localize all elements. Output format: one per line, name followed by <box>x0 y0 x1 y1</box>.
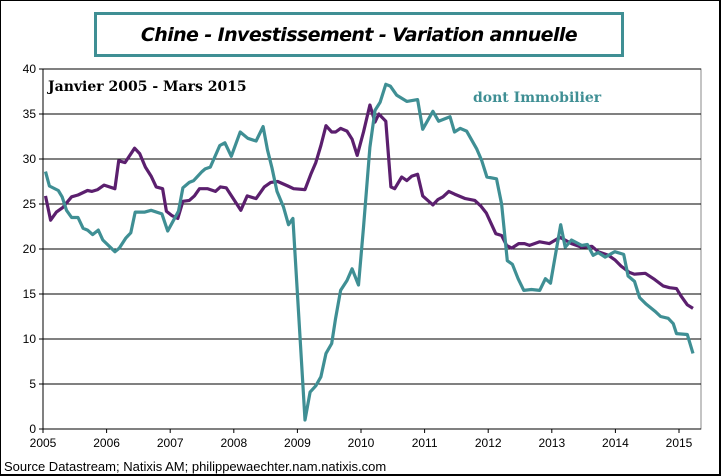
y-tick-label: 0 <box>29 422 36 436</box>
y-tick-label: 15 <box>23 287 37 301</box>
x-tick-label: 2006 <box>93 436 120 450</box>
x-tick-label: 2005 <box>30 436 57 450</box>
chart-title: Chine - Investissement - Variation annue… <box>140 23 578 46</box>
x-tick-label: 2012 <box>475 436 502 450</box>
source-note: Source Datastream; Natixis AM; philippew… <box>4 459 387 474</box>
x-tick-label: 2009 <box>284 436 311 450</box>
x-tick-label: 2014 <box>602 436 629 450</box>
chart-subtitle: Janvier 2005 - Mars 2015 <box>46 79 247 95</box>
x-tick-label: 2008 <box>220 436 247 450</box>
y-tick-label: 35 <box>23 107 37 121</box>
x-tick-label: 2015 <box>666 436 693 450</box>
x-tick-label: 2011 <box>412 436 438 450</box>
chart-title-box: Chine - Investissement - Variation annue… <box>94 12 624 57</box>
series-line-immobilier <box>43 82 695 422</box>
y-tick-label: 20 <box>23 242 37 256</box>
y-tick-label: 5 <box>29 377 36 391</box>
y-tick-label: 25 <box>23 197 37 211</box>
series-line-total <box>43 103 694 310</box>
x-tick-label: 2007 <box>157 436 184 450</box>
x-tick-label: 2013 <box>538 436 565 450</box>
y-tick-label: 30 <box>23 152 37 166</box>
x-tick-label: 2010 <box>348 436 375 450</box>
y-tick-label: 40 <box>23 62 37 76</box>
y-tick-label: 10 <box>23 332 37 346</box>
annotation-immobilier: dont Immobilier <box>473 90 602 106</box>
